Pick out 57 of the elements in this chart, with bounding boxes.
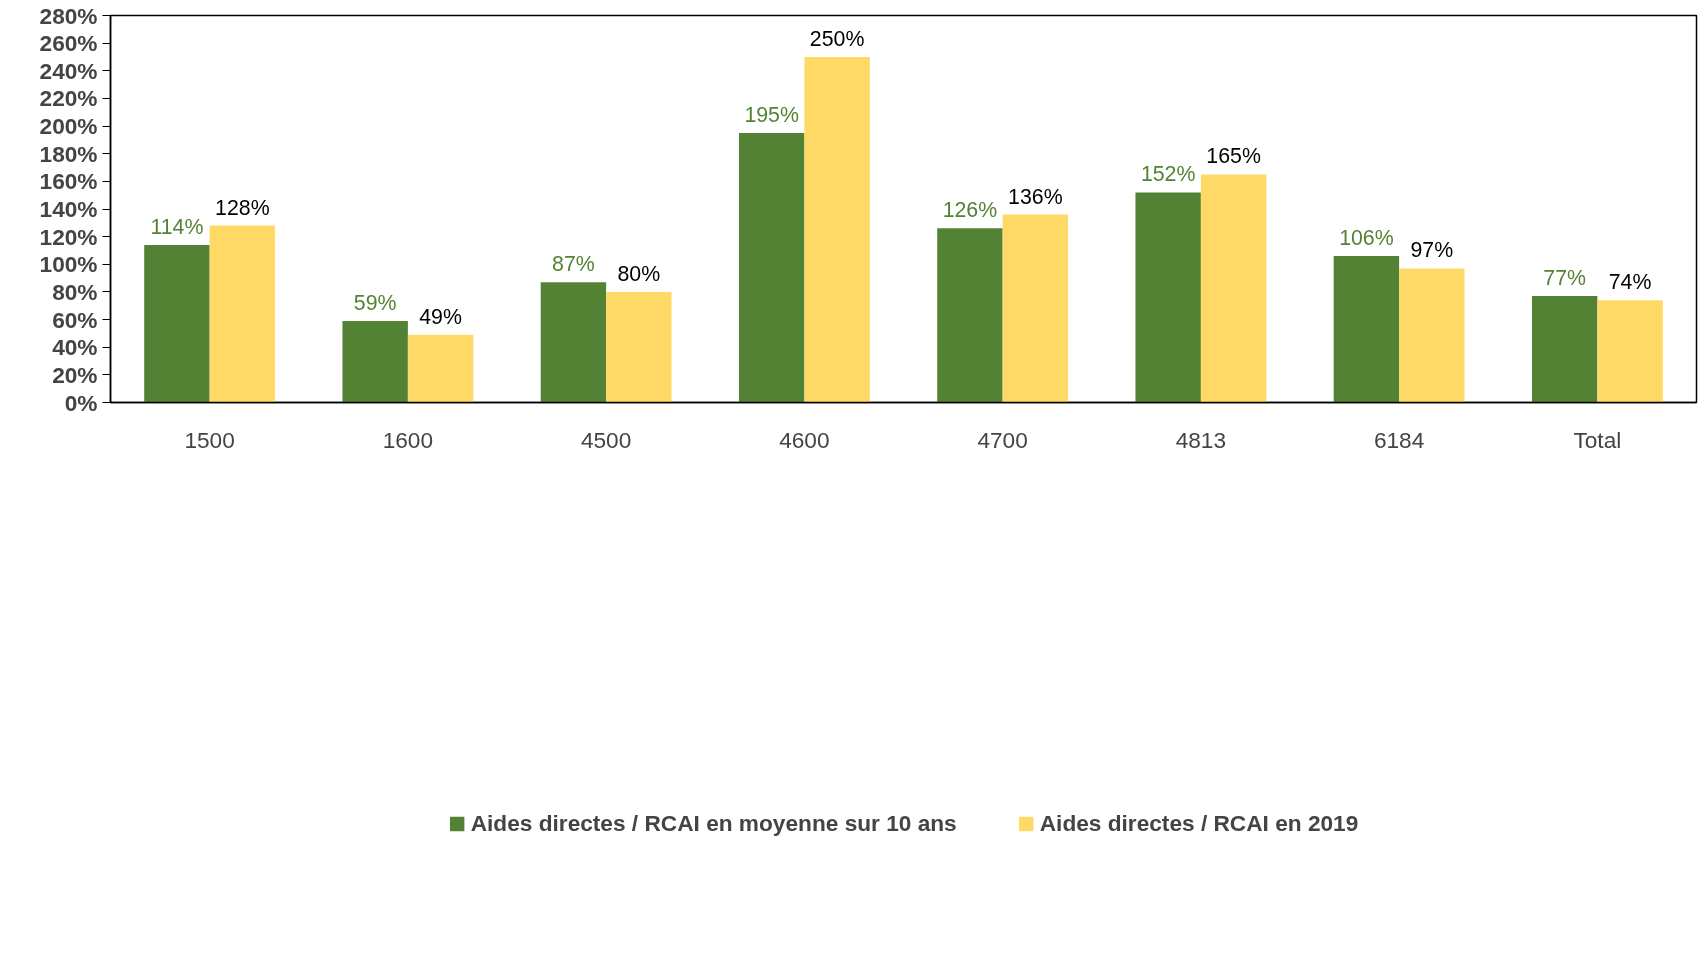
data-label: 80% — [617, 261, 661, 286]
data-label: 106% — [1339, 225, 1394, 250]
data-label: 74% — [1608, 270, 1652, 295]
bar — [1597, 300, 1663, 403]
legend-label: Aides directes / RCAI en moyenne sur 10 ans — [470, 809, 957, 837]
bar — [804, 56, 870, 403]
data-label: 250% — [809, 26, 865, 51]
bar — [209, 225, 276, 403]
y-tick-label: 80% — [52, 278, 98, 305]
x-tick-label: 6184 — [1373, 426, 1425, 453]
bar — [1135, 192, 1201, 403]
x-tick-label: 4813 — [1175, 426, 1227, 453]
data-label: 195% — [744, 102, 799, 127]
data-label: 136% — [1008, 184, 1063, 209]
bar — [1002, 214, 1069, 403]
data-label: 49% — [419, 304, 462, 329]
data-label: 152% — [1140, 162, 1196, 187]
bar — [407, 334, 474, 403]
y-tick-label: 20% — [52, 361, 98, 388]
bar — [606, 291, 672, 403]
bar — [144, 244, 210, 403]
bar — [1333, 255, 1400, 403]
x-tick-label: 4700 — [977, 426, 1028, 453]
x-tick-label: 1500 — [184, 426, 235, 453]
data-label: 87% — [552, 252, 595, 277]
data-label: 126% — [942, 198, 998, 223]
y-tick-label: 220% — [39, 85, 98, 112]
x-tick-label: Total — [1573, 426, 1622, 453]
data-label: 77% — [1543, 266, 1587, 291]
legend-label: Aides directes / RCAI en 2019 — [1039, 809, 1359, 837]
data-label: 97% — [1410, 238, 1454, 263]
bar — [937, 228, 1003, 403]
y-tick-label: 140% — [39, 196, 98, 222]
bar — [1200, 174, 1267, 403]
y-tick-label: 0% — [64, 389, 98, 416]
y-tick-label: 60% — [52, 306, 98, 333]
data-label: 165% — [1206, 144, 1261, 169]
bar — [342, 320, 408, 403]
y-tick-label: 280% — [39, 2, 98, 29]
data-label: 59% — [353, 290, 397, 315]
data-label: 114% — [150, 214, 204, 239]
y-tick-label: 240% — [39, 57, 98, 84]
bar — [1531, 296, 1598, 403]
bar — [1399, 268, 1465, 403]
bar — [540, 282, 607, 403]
y-tick-label: 160% — [39, 168, 98, 195]
y-tick-label: 120% — [39, 223, 98, 250]
x-tick-label: 1600 — [382, 426, 434, 453]
y-tick-label: 180% — [39, 140, 98, 167]
y-tick-label: 260% — [39, 30, 98, 57]
bar — [738, 132, 805, 403]
y-tick-label: 200% — [39, 113, 98, 140]
y-tick-label: 40% — [52, 334, 98, 361]
x-tick-label: 4600 — [779, 426, 830, 453]
x-tick-label: 4500 — [580, 426, 632, 453]
y-tick-label: 100% — [39, 251, 98, 278]
data-label: 128% — [215, 195, 270, 220]
